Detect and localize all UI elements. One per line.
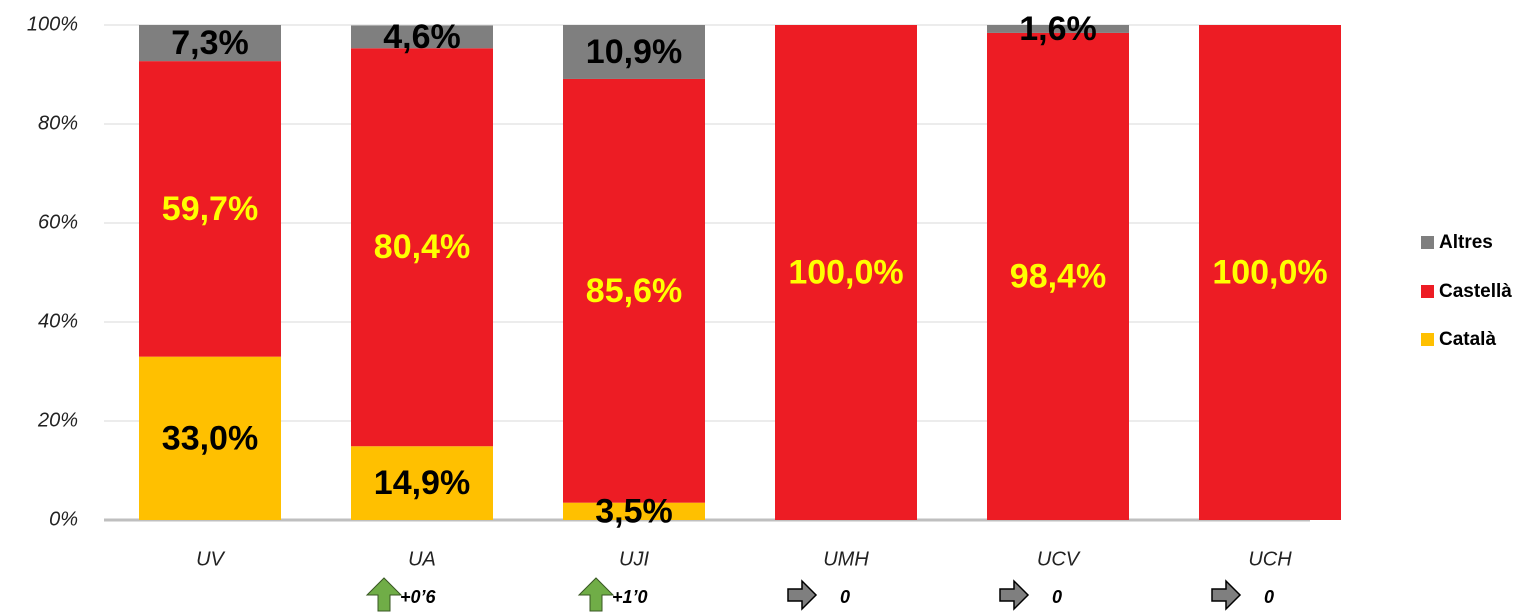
y-tick-label: 60% [38, 211, 78, 233]
data-label: 59,7% [162, 190, 258, 228]
x-tick-label: UV [196, 548, 225, 570]
change-label: +1’0 [612, 587, 648, 607]
data-label: 10,9% [586, 33, 682, 71]
bar-segment [563, 78, 705, 503]
x-tick-label: UCH [1248, 548, 1292, 570]
change-arrow [999, 579, 1030, 611]
data-label: 80,4% [374, 228, 470, 266]
legend-label: Català [1439, 329, 1496, 350]
data-label: 100,0% [788, 253, 903, 291]
legend-swatch [1421, 236, 1434, 249]
change-label: 0 [840, 587, 850, 607]
legend-swatch [1421, 285, 1434, 298]
x-tick-label: UA [408, 548, 436, 570]
data-label: 1,6% [1019, 10, 1097, 48]
bar-segment [139, 61, 281, 357]
change-arrow [1211, 579, 1242, 611]
bar-segment [775, 25, 917, 520]
data-label: 4,6% [383, 18, 461, 56]
data-label: 7,3% [171, 24, 249, 62]
bar-segment [987, 25, 1129, 33]
bar-segment [987, 32, 1129, 521]
change-arrow [577, 577, 615, 612]
bar-segment [139, 25, 281, 62]
y-tick-label: 0% [49, 508, 78, 530]
change-arrow [365, 577, 403, 612]
legend-label: Castellà [1439, 281, 1512, 302]
legend-swatch [1421, 333, 1434, 346]
data-label: 3,5% [595, 492, 673, 530]
x-tick-label: UMH [823, 548, 869, 570]
legend-label: Altres [1439, 232, 1493, 253]
bar-segment [351, 25, 493, 49]
data-label: 14,9% [374, 464, 470, 502]
data-label: 33,0% [162, 419, 258, 457]
bar-segment [563, 25, 705, 79]
y-tick-label: 80% [38, 112, 78, 134]
bar-segment [139, 356, 281, 520]
change-arrow [787, 579, 818, 611]
bar-segment [1199, 25, 1341, 520]
data-label: 100,0% [1212, 253, 1327, 291]
change-label: +0’6 [400, 587, 437, 607]
data-label: 98,4% [1010, 257, 1106, 295]
bar-segment [351, 446, 493, 520]
y-tick-label: 20% [37, 409, 78, 431]
bar-segment [351, 48, 493, 447]
bar-segment [563, 502, 705, 520]
y-tick-label: 100% [27, 13, 78, 35]
change-label: 0 [1264, 587, 1274, 607]
data-label: 85,6% [586, 272, 682, 310]
x-tick-label: UCV [1037, 548, 1081, 570]
y-tick-label: 40% [38, 310, 78, 332]
x-tick-label: UJI [619, 548, 649, 570]
change-label: 0 [1052, 587, 1062, 607]
